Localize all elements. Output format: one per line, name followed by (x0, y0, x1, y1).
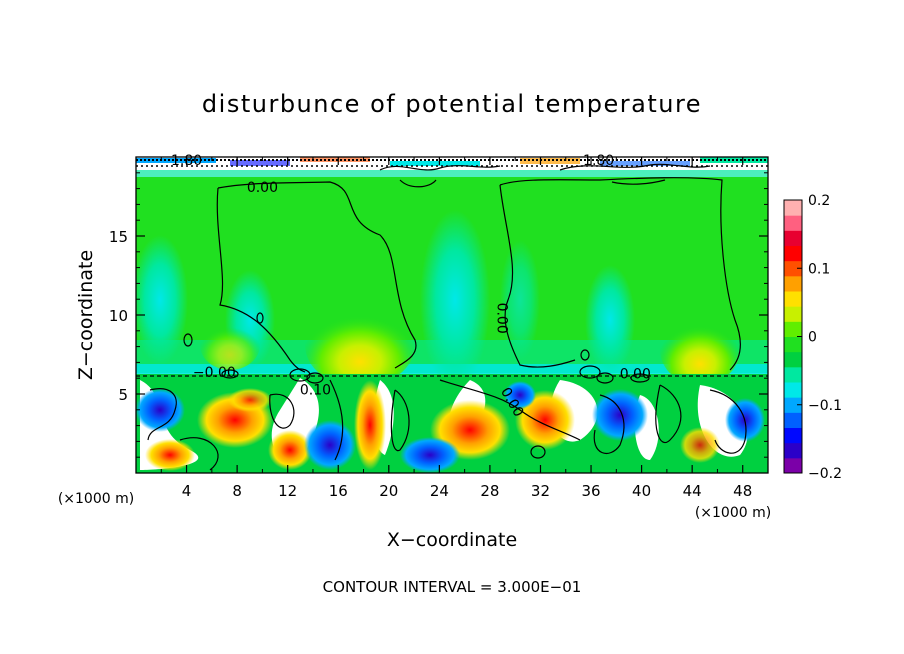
contour-line (147, 388, 177, 441)
colorbar-swatch (784, 351, 802, 368)
colorbar-swatch (784, 200, 802, 216)
x-axis: 4 8 12 16 20 24 28 32 36 40 44 48 (160, 157, 752, 500)
y-tick-label: 15 (109, 228, 128, 246)
contour-line (439, 379, 581, 441)
x-tick-label: 8 (232, 482, 242, 500)
x-unit-right: (×1000 m) (695, 505, 771, 521)
contour-line (179, 437, 219, 471)
contour-line (329, 379, 344, 461)
contour-line (399, 179, 437, 188)
x-tick-label: 4 (182, 482, 192, 500)
x-tick-label: 16 (329, 482, 348, 500)
x-tick-label: 28 (480, 482, 499, 500)
x-tick-label: 32 (531, 482, 550, 500)
contour-label: 1.80 (583, 153, 614, 169)
field-cool-column (420, 210, 490, 390)
field-cool-column (500, 240, 540, 360)
contour-line (499, 184, 576, 368)
colorbar-tick-label: −0.2 (808, 466, 842, 482)
contour-line (611, 179, 666, 185)
y-axis: 5 10 15 (109, 172, 768, 458)
chart-title: disturbunce of potential temperature (202, 90, 702, 118)
colorbar-tick-label: −0.1 (808, 398, 842, 414)
colorbar-swatch (784, 336, 802, 353)
colorbar-swatch (784, 230, 802, 246)
contour-line (559, 163, 711, 171)
contour-label: 0.10 (300, 382, 331, 398)
contour-line (256, 312, 264, 324)
x-unit-left: (×1000 m) (58, 491, 134, 507)
contour-line (655, 384, 682, 444)
y-tick-label: 10 (109, 307, 128, 325)
colorbar-tick-label: 0.2 (808, 193, 830, 209)
field-warm-bubble (660, 315, 740, 385)
colorbar-swatch (784, 427, 802, 444)
contour-label: 0.00 (494, 303, 510, 334)
x-tick-label: 12 (278, 482, 297, 500)
colorbar-swatch (784, 442, 802, 459)
contour-line (221, 369, 239, 379)
contour-interval-text: CONTOUR INTERVAL = 3.000E−01 (323, 578, 582, 596)
contour-label: −0.00 (193, 365, 236, 381)
colorbar-swatch (784, 275, 802, 292)
contour-labels: 0.000.00−0.000.000.000.101.80 1.80 (171, 153, 651, 420)
field-turbulence (136, 378, 765, 473)
x-tick-label: 44 (683, 482, 702, 500)
x-tick-label: 40 (632, 482, 651, 500)
x-tick-label: 48 (733, 482, 752, 500)
contour-line (306, 372, 324, 384)
contour-lines (136, 159, 768, 471)
contour-line (630, 373, 650, 383)
colorbar-swatch (784, 397, 802, 413)
contour-line (596, 372, 614, 384)
colorbar (784, 200, 802, 474)
contour-line (580, 349, 590, 361)
contour-line (289, 368, 311, 382)
field-warm-bubble (305, 303, 415, 387)
colorbar-swatch (784, 291, 802, 307)
heatmap-field (136, 157, 768, 473)
colorbar-ticks: 0.2 0.1 0 −0.1 −0.2 (797, 193, 842, 482)
colorbar-tick-label: 0.1 (808, 261, 830, 277)
contour-line (216, 187, 306, 373)
x-tick-label: 20 (379, 482, 398, 500)
contour-label: 0.00 (247, 180, 278, 196)
contour-line (530, 445, 546, 459)
colorbar-swatch (784, 215, 802, 231)
y-axis-title: Z−coordinate (75, 250, 97, 380)
colorbar-swatch (784, 457, 802, 474)
contour-line (499, 177, 742, 371)
colorbar-swatch (784, 306, 802, 322)
colorbar-swatch (784, 245, 802, 262)
contour-label: 0.00 (620, 366, 651, 382)
colorbar-swatch (784, 412, 802, 428)
field-warm-bubble (200, 320, 260, 370)
x-axis-title: X−coordinate (387, 529, 517, 551)
colorbar-tick-label: 0 (808, 330, 817, 346)
colorbar-swatch (784, 321, 802, 337)
contour-line (593, 394, 625, 454)
colorbar-swatch (784, 366, 802, 383)
contour-line (217, 181, 417, 369)
field-cool-column (585, 265, 635, 375)
contour-line (390, 389, 410, 452)
colorbar-swatch (784, 382, 802, 398)
contour-line (709, 389, 747, 454)
contour-line (379, 165, 501, 171)
y-tick-label: 5 (118, 386, 128, 404)
contour-line (579, 365, 601, 379)
field-cool-column (136, 235, 188, 365)
x-tick-label: 36 (581, 482, 600, 500)
x-tick-label: 24 (430, 482, 449, 500)
colorbar-swatch (784, 260, 802, 277)
contour-line (183, 333, 193, 347)
contour-line (269, 393, 295, 429)
